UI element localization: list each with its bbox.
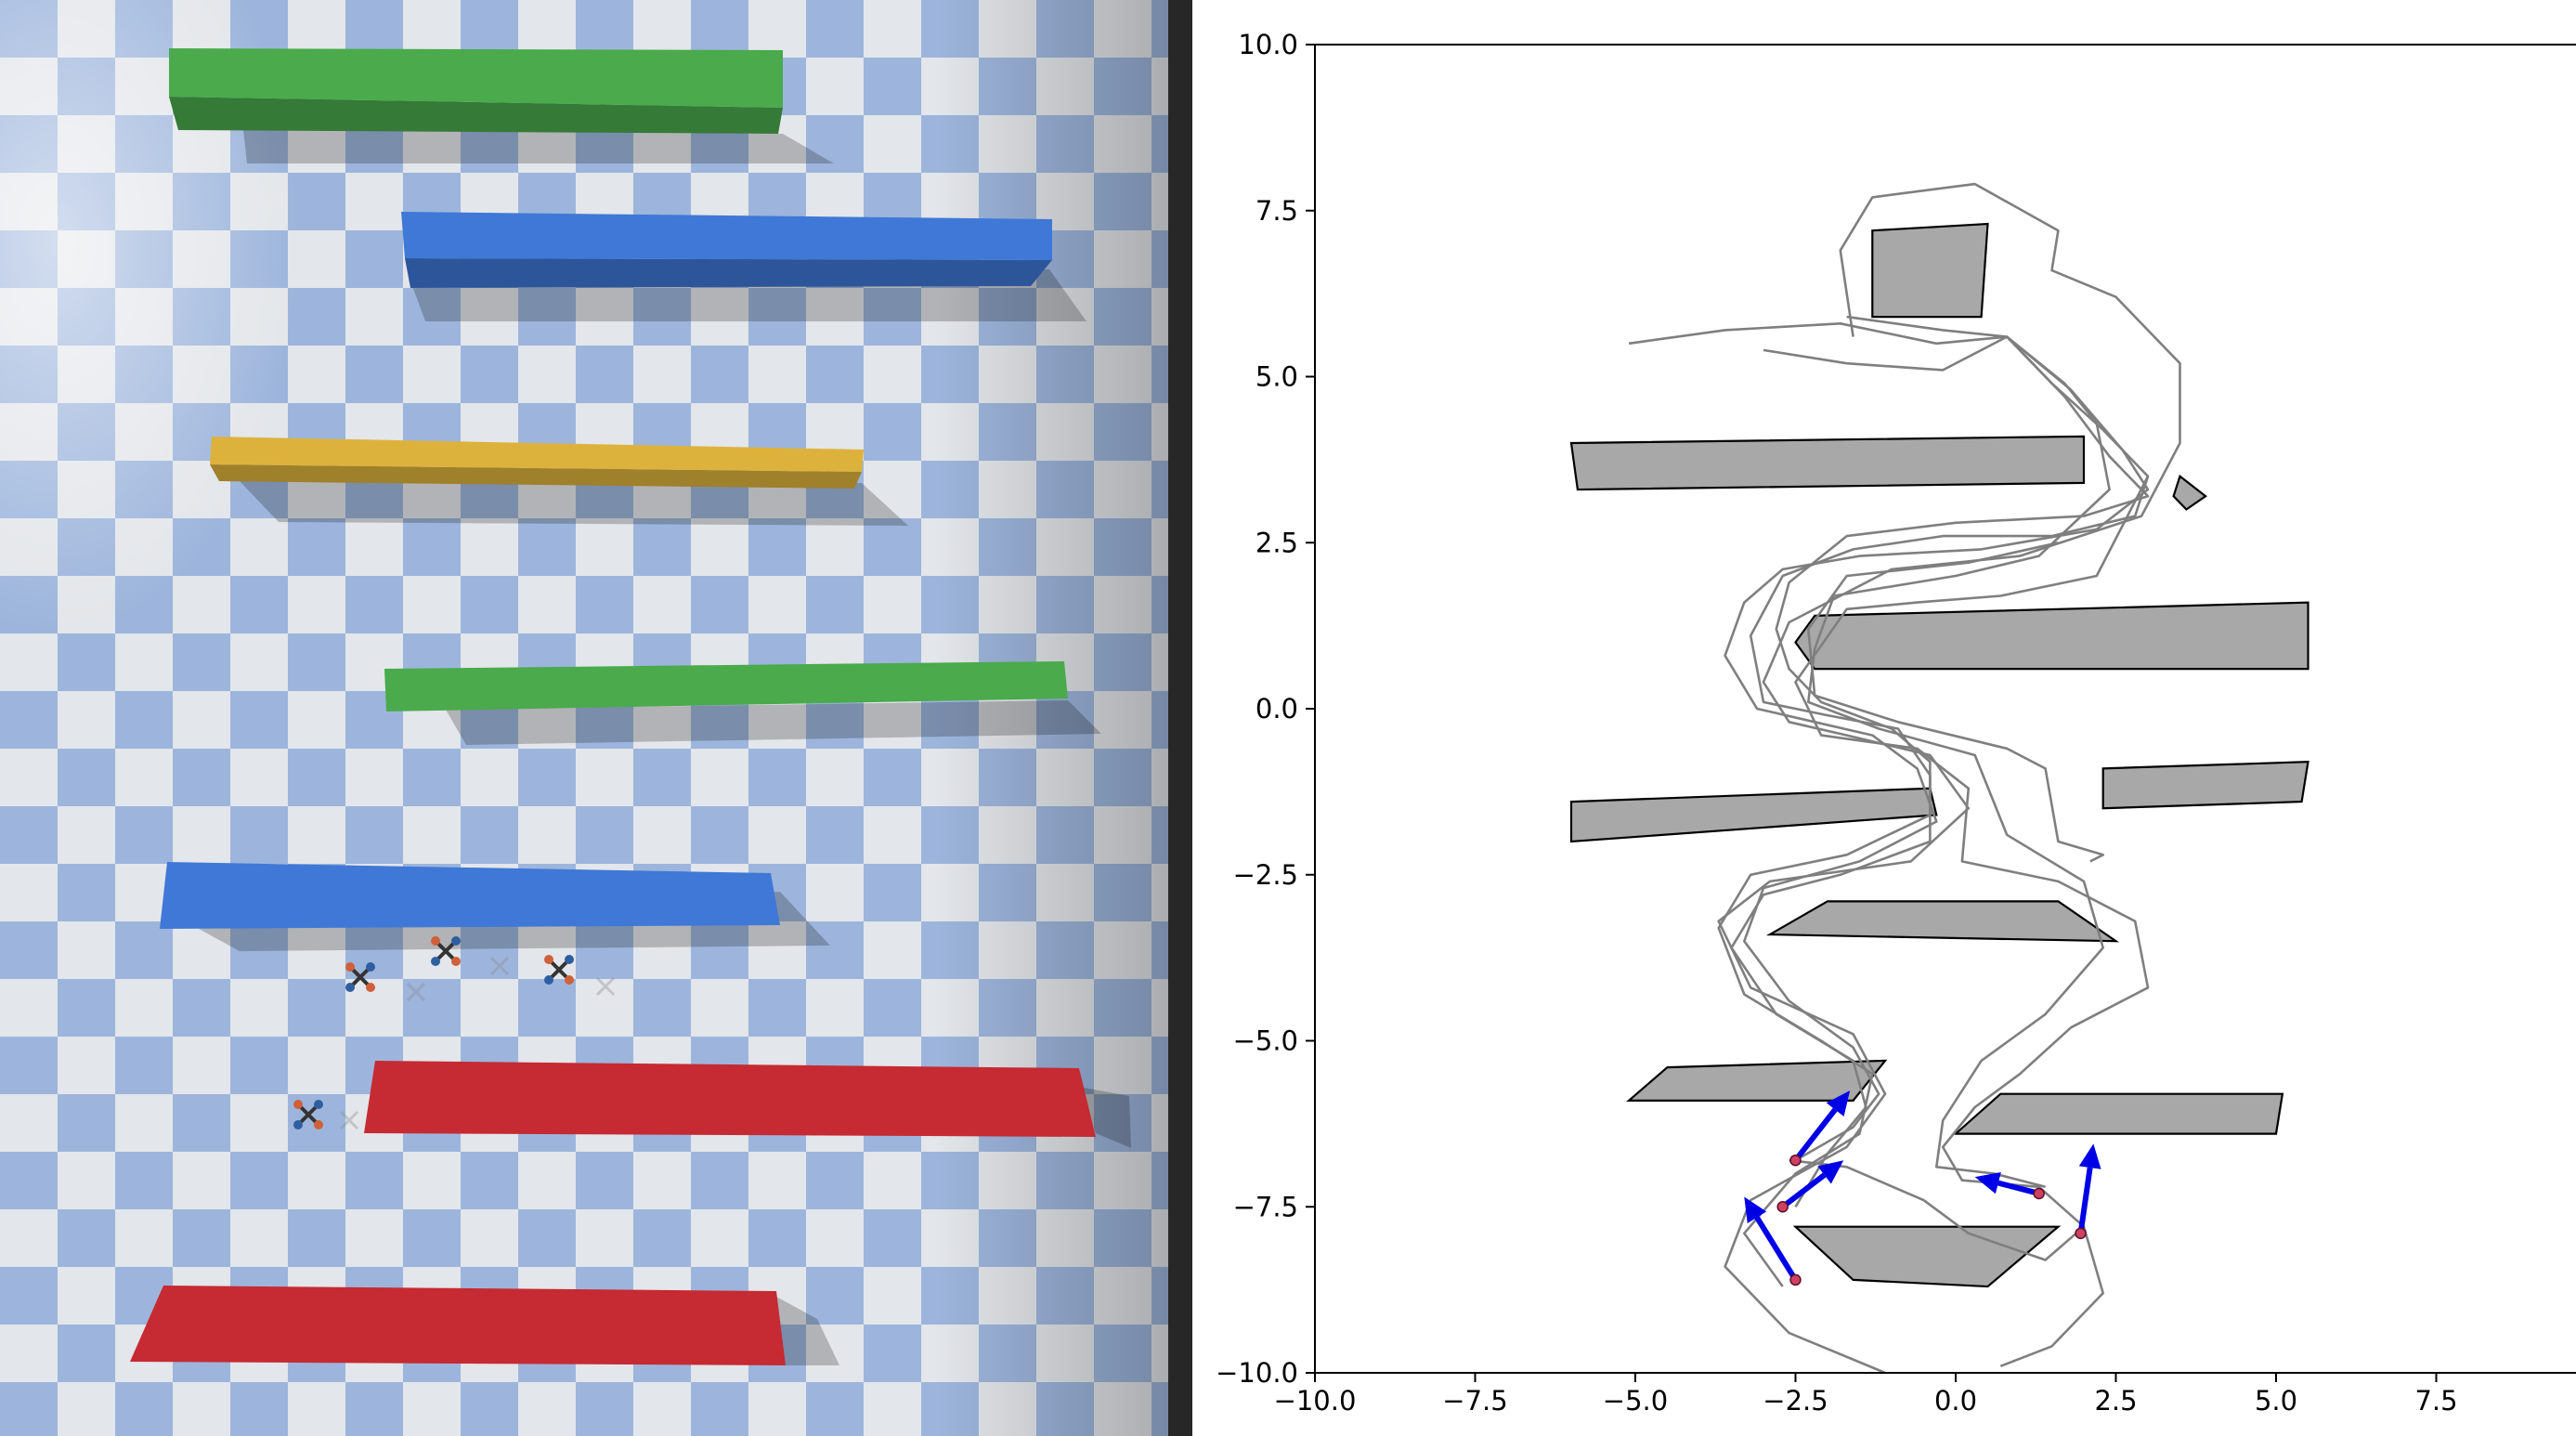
panel-divider xyxy=(1168,0,1192,1436)
obstacle-front-face xyxy=(405,258,1052,288)
obstacle-front-face xyxy=(210,464,862,489)
drone xyxy=(544,955,574,985)
robot-heading-arrow xyxy=(1780,1160,1844,1209)
drone xyxy=(293,1100,323,1129)
obstacle-bar-yellow xyxy=(210,437,864,489)
y-tick-label: −7.5 xyxy=(1233,1191,1298,1222)
trajectory-line xyxy=(1807,542,2104,863)
obstacle-polygon xyxy=(2172,474,2207,511)
robot-position-marker xyxy=(2033,1187,2045,1200)
obstacle-bar-blue xyxy=(401,212,1052,288)
obstacle-bar-green xyxy=(169,48,783,134)
x-tick-label: 7.5 xyxy=(2414,1385,2457,1416)
y-tick-label: 0.0 xyxy=(1255,693,1298,725)
trajectory-line xyxy=(1807,335,2111,1189)
obstacle-bar-red xyxy=(130,1286,786,1365)
trajectory-line xyxy=(1717,315,2150,1287)
x-tick-label: 5.0 xyxy=(2255,1385,2297,1416)
y-tick-label: −5.0 xyxy=(1233,1025,1298,1057)
robot-heading-arrow xyxy=(2077,1143,2101,1234)
obstacle-shadow xyxy=(243,130,834,163)
x-tick-label: 0.0 xyxy=(1934,1385,1977,1416)
y-tick-label: 7.5 xyxy=(1255,195,1298,227)
x-tick-label: −5.0 xyxy=(1603,1385,1668,1416)
simulation-canvas xyxy=(0,0,1168,1436)
y-tick-label: −10.0 xyxy=(1216,1357,1298,1389)
x-tick-label: 2.5 xyxy=(2094,1385,2137,1416)
obstacle-top-face xyxy=(160,862,780,929)
obstacle-bar-red xyxy=(364,1061,1096,1137)
drone-ghost xyxy=(406,982,426,1002)
obstacle-shadow xyxy=(446,700,1101,745)
obstacle-polygon xyxy=(1792,1225,2062,1288)
simulation-view xyxy=(0,0,1168,1436)
trajectory-plot: −10.0 −7.5 −5.0 −2.5 0.0 2.5 5.0 7.5 −10.0 −7.5 −5… xyxy=(1216,29,2576,1416)
trajectory-line xyxy=(1794,476,2150,1368)
obstacle-top-face xyxy=(169,48,783,108)
robot-position-marker xyxy=(1789,1273,1802,1286)
obstacle-front-face xyxy=(169,97,783,134)
obstacle-polygon xyxy=(1953,1092,2284,1135)
obstacle-bar-green xyxy=(384,661,1068,711)
obstacle-top-face xyxy=(210,437,864,472)
obstacle-polygon xyxy=(1871,222,1989,319)
robot-position-marker xyxy=(1789,1154,1802,1167)
trajectory-plot-panel: −10.0 −7.5 −5.0 −2.5 0.0 2.5 5.0 7.5 −10.0 −7.5 −5… xyxy=(1192,0,2576,1436)
x-tick-label: −10.0 xyxy=(1274,1385,1357,1416)
obstacle-shadow xyxy=(776,1297,839,1365)
robot-heading-arrow xyxy=(1744,1196,1799,1282)
drone-ghost xyxy=(489,956,510,976)
drone xyxy=(431,936,461,966)
y-tick-label: 5.0 xyxy=(1255,361,1298,393)
y-tick-label: 2.5 xyxy=(1255,527,1298,558)
x-tick-label: −7.5 xyxy=(1442,1385,1507,1416)
robot-position-marker xyxy=(1776,1201,1789,1213)
trajectory-line xyxy=(1717,182,2181,1373)
obstacle-top-face xyxy=(401,212,1052,260)
obstacle-polygon xyxy=(1569,787,1938,843)
drone-ghost xyxy=(339,1110,359,1130)
plot-area xyxy=(1569,182,2309,1373)
obstacle-polygon xyxy=(2101,761,2309,810)
obstacle-polygon xyxy=(1765,900,2120,943)
drone xyxy=(345,962,375,992)
y-tick-label: 10.0 xyxy=(1238,29,1298,60)
robot-position-marker xyxy=(2075,1227,2087,1240)
y-tick-label: −2.5 xyxy=(1233,859,1298,891)
x-tick-label: −2.5 xyxy=(1763,1385,1828,1416)
obstacle-top-face xyxy=(130,1286,786,1365)
obstacle-top-face xyxy=(364,1061,1096,1137)
robot-heading-arrow xyxy=(1793,1090,1851,1163)
obstacle-shadow xyxy=(240,481,908,526)
obstacle-polygon xyxy=(1794,601,2309,671)
obstacle-top-face xyxy=(384,661,1068,711)
obstacle-shadow xyxy=(1079,1087,1131,1148)
obstacle-polygon xyxy=(1626,1059,1888,1102)
obstacle-polygon xyxy=(1569,435,2086,491)
robot-heading-arrow xyxy=(1974,1171,2040,1196)
obstacle-bar-blue xyxy=(160,862,780,929)
drone-ghost xyxy=(595,976,616,997)
